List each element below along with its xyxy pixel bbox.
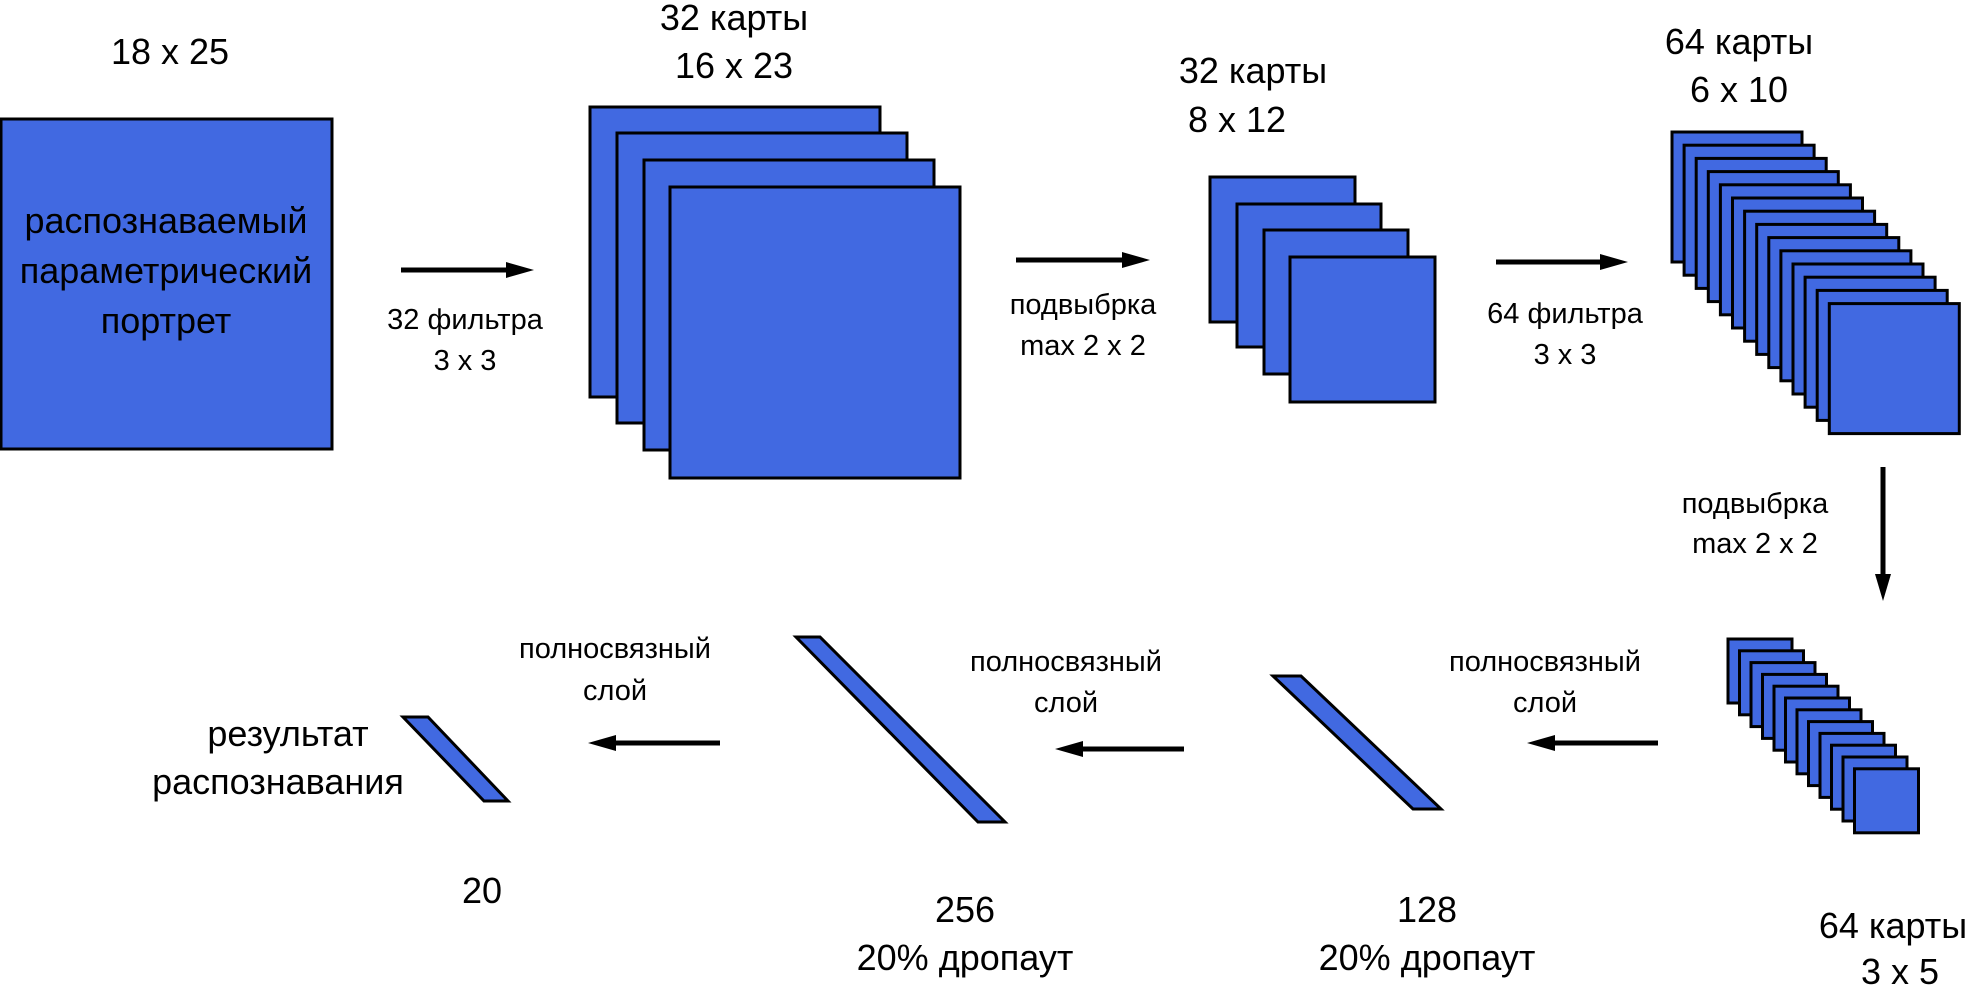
dense1-units: 128 — [1397, 889, 1457, 930]
dense1-op-line2: слой — [1513, 687, 1577, 719]
dense1-op-line1: полносвязный — [1449, 646, 1641, 678]
pool1-maps-label: 32 карты — [1179, 50, 1327, 91]
conv2-block: 64 карты 6 x 10 — [1665, 21, 1961, 436]
pool2-block: 64 карты 3 x 5 — [1726, 637, 1967, 988]
conv1-maps-label: 32 карты — [660, 0, 808, 38]
pool2-size-label: 3 x 5 — [1861, 951, 1939, 988]
arrow-pool1-head — [1122, 252, 1150, 268]
arrow-pool2-head — [1875, 574, 1891, 601]
pool2-op-line2: max 2 x 2 — [1692, 528, 1818, 560]
arrow-conv1-head — [506, 262, 534, 278]
conv1-op-line1: 32 фильтра — [387, 304, 544, 336]
dense2-op-line2: слой — [1034, 687, 1098, 719]
pool1-size-label: 8 x 12 — [1188, 99, 1286, 140]
pool2-feature-map — [1853, 767, 1920, 835]
dense2-block: 256 20% дропаут — [792, 635, 1074, 978]
output-op-line2: слой — [583, 675, 647, 707]
input-portrait-square — [0, 117, 334, 451]
input-text-line1: распознаваемый — [24, 200, 307, 241]
input-block: 18 x 25 распознаваемый параметрический п… — [0, 31, 334, 451]
output-label-line1: результат — [207, 713, 368, 754]
arrow-dense2 — [1055, 741, 1184, 757]
conv1-op-line2: 3 x 3 — [434, 345, 497, 377]
arrow-conv2-head — [1600, 254, 1628, 270]
output-layer-shape — [399, 715, 512, 803]
dense2-dropout: 20% дропаут — [857, 937, 1074, 978]
conv2-op-line1: 64 фильтра — [1487, 298, 1644, 330]
input-text-line2: параметрический — [20, 250, 313, 291]
arrow-conv2 — [1496, 254, 1628, 270]
conv1-size-label: 16 x 23 — [675, 45, 793, 86]
dense1-layer-shape — [1269, 674, 1445, 811]
arrow-output-head — [588, 735, 616, 751]
conv1-feature-map — [668, 185, 962, 480]
pool2-maps-label: 64 карты — [1819, 905, 1967, 946]
arrow-dense1 — [1527, 735, 1658, 751]
arrow-pool2 — [1875, 467, 1891, 601]
pool2-feature-map-stack — [1726, 637, 1920, 835]
output-op-line1: полносвязный — [519, 633, 711, 665]
conv2-maps-label: 64 карты — [1665, 21, 1813, 62]
conv2-feature-map — [1827, 302, 1961, 436]
dense1-dropout: 20% дропаут — [1319, 937, 1536, 978]
pool1-block: 32 карты 8 x 12 — [1179, 50, 1437, 404]
pool1-feature-map — [1288, 255, 1437, 404]
arrow-output — [588, 735, 720, 751]
arrow-dense2-head — [1055, 741, 1083, 757]
dense2-op-line1: полносвязный — [970, 646, 1162, 678]
pool1-op-line1: подвыбрка — [1010, 289, 1157, 321]
pool1-op-line2: max 2 x 2 — [1020, 330, 1146, 362]
arrow-dense1-head — [1527, 735, 1555, 751]
dense1-block: 128 20% дропаут — [1269, 674, 1536, 978]
output-units: 20 — [462, 870, 502, 911]
input-size-label: 18 x 25 — [111, 31, 229, 72]
arrow-conv1 — [401, 262, 534, 278]
dense2-layer-shape — [792, 635, 1009, 824]
arrow-pool1 — [1016, 252, 1150, 268]
pool2-op-line1: подвыбрка — [1682, 488, 1829, 520]
conv2-op-line2: 3 x 3 — [1534, 339, 1597, 371]
conv1-block: 32 карты 16 x 23 — [588, 0, 962, 480]
input-text-line3: портрет — [101, 300, 232, 341]
dense2-units: 256 — [935, 889, 995, 930]
output-label-line2: распознавания — [152, 761, 404, 802]
conv2-feature-map-stack — [1670, 130, 1961, 436]
output-block: результат распознавания 20 — [152, 713, 512, 911]
conv2-size-label: 6 x 10 — [1690, 69, 1788, 110]
